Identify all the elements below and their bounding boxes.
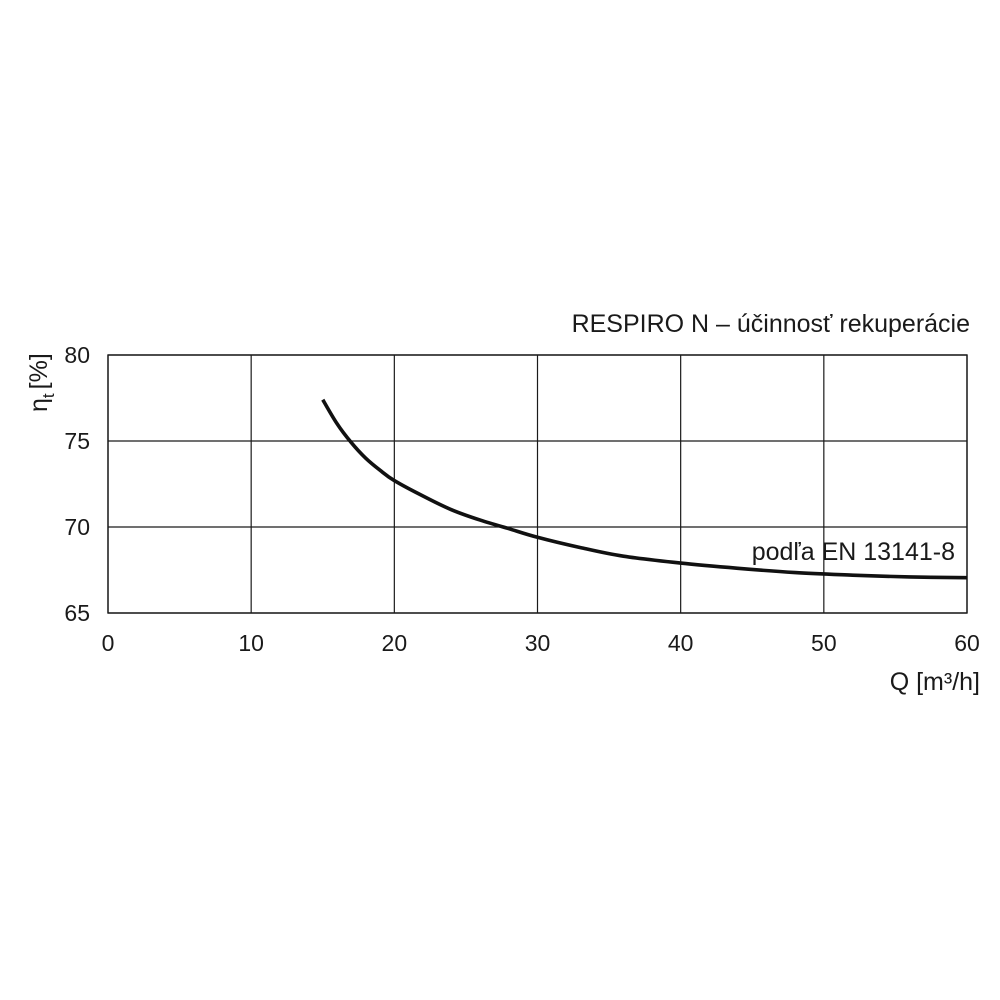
series-layer (321, 398, 968, 580)
x-tick-label-50: 50 (811, 630, 837, 656)
y-tick-label-65: 65 (64, 600, 90, 626)
x-tick-labels: 0 10 20 30 40 50 60 (102, 630, 980, 656)
plot-frame (107, 354, 968, 614)
plot-border (107, 354, 968, 614)
y-tick-label-75: 75 (64, 428, 90, 454)
efficiency-curve-0 (321, 398, 968, 580)
x-axis-label: Q [m³/h] (890, 668, 980, 696)
y-tick-label-80: 80 (64, 342, 90, 368)
x-tick-label-10: 10 (238, 630, 264, 656)
y-tick-labels: 65 70 75 80 (64, 342, 90, 626)
y-axis-label-symbol: η (25, 398, 53, 412)
x-tick-label-30: 30 (525, 630, 551, 656)
x-tick-label-20: 20 (382, 630, 408, 656)
x-tick-label-0: 0 (102, 630, 115, 656)
y-axis-label: ηt [%] (25, 353, 58, 412)
y-axis-label-subscript: t (39, 393, 58, 398)
x-tick-label-60: 60 (954, 630, 980, 656)
y-tick-label-70: 70 (64, 514, 90, 540)
y-axis-label-unit: [%] (25, 353, 53, 389)
curve-annotation: podľa EN 13141-8 (752, 538, 955, 566)
chart-title: RESPIRO N – účinnosť rekuperácie (572, 310, 970, 338)
x-tick-label-40: 40 (668, 630, 694, 656)
